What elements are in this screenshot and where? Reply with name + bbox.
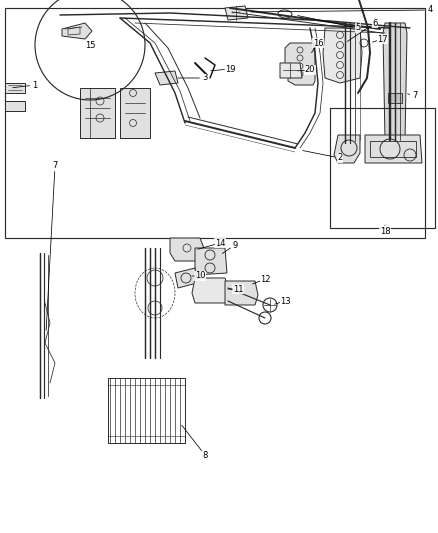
Text: 2: 2 [337,154,343,163]
Text: 7: 7 [52,161,58,171]
Text: 9: 9 [233,240,238,249]
Text: 19: 19 [225,64,235,74]
Polygon shape [120,88,150,138]
Text: 20: 20 [305,66,315,75]
Polygon shape [334,135,360,163]
Polygon shape [175,268,197,288]
Text: 3: 3 [202,74,208,83]
Polygon shape [5,83,25,93]
Polygon shape [285,43,315,85]
Text: 5: 5 [355,23,360,33]
Text: 6: 6 [372,19,378,28]
Polygon shape [225,6,248,20]
Text: 15: 15 [85,41,95,50]
Polygon shape [195,248,227,275]
Polygon shape [225,281,258,305]
Text: 11: 11 [233,285,243,294]
Text: 10: 10 [195,271,205,280]
Text: 16: 16 [313,38,323,47]
Text: 18: 18 [380,227,390,236]
Polygon shape [365,135,422,163]
Text: 17: 17 [377,35,387,44]
Text: 8: 8 [202,450,208,459]
Text: 14: 14 [215,238,225,247]
Polygon shape [170,238,205,261]
Polygon shape [383,23,407,140]
Text: 12: 12 [260,274,270,284]
Text: 7: 7 [412,92,418,101]
Polygon shape [62,23,92,39]
Polygon shape [280,63,302,78]
Polygon shape [5,101,25,111]
Text: 13: 13 [280,296,290,305]
Text: 1: 1 [32,80,38,90]
Text: 4: 4 [427,5,433,14]
Polygon shape [323,28,362,83]
Polygon shape [388,93,402,103]
Polygon shape [192,278,230,303]
Polygon shape [80,88,115,138]
Polygon shape [155,71,178,85]
